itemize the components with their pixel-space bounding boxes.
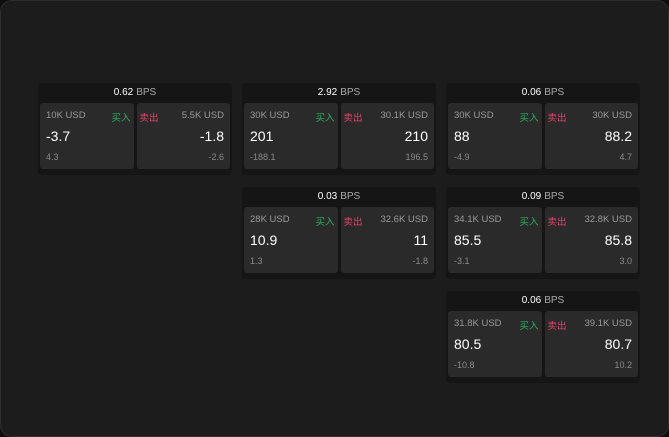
quote-card: 0.03 BPS 28K USD 买入 10.9 1.3 卖出 32.6K USD… (242, 187, 436, 279)
spread-value: 0.06 (521, 295, 542, 306)
buy-label: 买入 (519, 217, 539, 228)
buy-button[interactable]: 30K USD 买入 88 -4.9 (448, 103, 542, 169)
quote-card: 2.92 BPS 30K USD 买入 201 -188.1 卖出 30.1K U… (242, 83, 436, 175)
sell-change: 10.2 (614, 360, 632, 370)
sell-price: 11 (413, 232, 428, 248)
sell-button[interactable]: 卖出 39.1K USD 80.7 10.2 (544, 311, 638, 377)
buy-quantity: 28K USD (250, 214, 290, 225)
sell-change: -2.6 (208, 152, 224, 162)
buy-button[interactable]: 34.1K USD 买入 85.5 -3.1 (448, 207, 542, 273)
quote-card: 0.09 BPS 34.1K USD 买入 85.5 -3.1 卖出 32.8K … (446, 187, 640, 279)
spread-value: 0.06 (521, 87, 542, 98)
sell-quantity: 39.1K USD (584, 318, 632, 329)
sell-change: -1.8 (412, 256, 428, 266)
sell-price: 210 (404, 128, 428, 144)
spread-value: 0.09 (521, 191, 542, 202)
buy-label: 买入 (315, 113, 335, 124)
buy-label: 买入 (315, 217, 335, 228)
buy-change: -188.1 (250, 152, 276, 162)
spread-value: 2.92 (317, 87, 338, 98)
buy-quantity: 10K USD (46, 110, 86, 121)
sell-change: 196.5 (405, 152, 428, 162)
sell-label: 卖出 (547, 321, 567, 332)
spread-value: 0.62 (113, 87, 134, 98)
sell-button[interactable]: 卖出 30K USD 88.2 4.7 (544, 103, 638, 169)
sell-label: 卖出 (343, 113, 363, 124)
sell-button[interactable]: 卖出 32.8K USD 85.8 3.0 (544, 207, 638, 273)
buy-quantity: 30K USD (454, 110, 494, 121)
spread-unit: BPS (340, 191, 361, 202)
sell-price: 85.8 (604, 232, 632, 248)
buy-quantity: 34.1K USD (454, 214, 502, 225)
spread-unit: BPS (340, 87, 361, 98)
sell-quantity: 30.1K USD (380, 110, 428, 121)
sell-quantity: 32.6K USD (380, 214, 428, 225)
sell-label: 卖出 (139, 113, 159, 124)
buy-button[interactable]: 30K USD 买入 201 -188.1 (244, 103, 338, 169)
spread-unit: BPS (544, 87, 565, 98)
spread-header: 0.06 BPS (446, 291, 640, 311)
spread-header: 0.62 BPS (38, 83, 232, 103)
sell-button[interactable]: 卖出 5.5K USD -1.8 -2.6 (136, 103, 230, 169)
buy-quantity: 31.8K USD (454, 318, 502, 329)
sell-quantity: 32.8K USD (584, 214, 632, 225)
sell-quantity: 30K USD (592, 110, 632, 121)
sell-label: 卖出 (547, 217, 567, 228)
buy-price: 201 (250, 128, 274, 144)
sell-change: 4.7 (619, 152, 632, 162)
quote-card: 0.06 BPS 30K USD 买入 88 -4.9 卖出 30K USD 88… (446, 83, 640, 175)
buy-price: -3.7 (46, 128, 71, 144)
spread-header: 2.92 BPS (242, 83, 436, 103)
buy-label: 买入 (111, 113, 131, 124)
buy-price: 88 (454, 128, 470, 144)
sell-quantity: 5.5K USD (181, 110, 224, 121)
spread-unit: BPS (544, 191, 565, 202)
sell-price: -1.8 (199, 128, 224, 144)
buy-price: 85.5 (454, 232, 482, 248)
spread-unit: BPS (544, 295, 565, 306)
spread-value: 0.03 (317, 191, 338, 202)
buy-change: 1.3 (250, 256, 263, 266)
quote-card: 0.62 BPS 10K USD 买入 -3.7 4.3 卖出 5.5K USD … (38, 83, 232, 175)
buy-price: 10.9 (250, 232, 278, 248)
buy-quantity: 30K USD (250, 110, 290, 121)
sell-button[interactable]: 卖出 32.6K USD 11 -1.8 (340, 207, 434, 273)
buy-label: 买入 (519, 321, 539, 332)
quote-card: 0.06 BPS 31.8K USD 买入 80.5 -10.8 卖出 39.1K… (446, 291, 640, 383)
buy-button[interactable]: 28K USD 买入 10.9 1.3 (244, 207, 338, 273)
buy-button[interactable]: 31.8K USD 买入 80.5 -10.8 (448, 311, 542, 377)
sell-button[interactable]: 卖出 30.1K USD 210 196.5 (340, 103, 434, 169)
sell-price: 80.7 (604, 336, 632, 352)
sell-change: 3.0 (619, 256, 632, 266)
sell-label: 卖出 (343, 217, 363, 228)
buy-change: 4.3 (46, 152, 59, 162)
buy-button[interactable]: 10K USD 买入 -3.7 4.3 (40, 103, 134, 169)
spread-unit: BPS (136, 87, 157, 98)
spread-header: 0.03 BPS (242, 187, 436, 207)
buy-change: -4.9 (454, 152, 470, 162)
sell-label: 卖出 (547, 113, 567, 124)
buy-change: -10.8 (454, 360, 475, 370)
spread-header: 0.09 BPS (446, 187, 640, 207)
sell-price: 88.2 (604, 128, 632, 144)
buy-price: 80.5 (454, 336, 482, 352)
spread-header: 0.06 BPS (446, 83, 640, 103)
buy-label: 买入 (519, 113, 539, 124)
buy-change: -3.1 (454, 256, 470, 266)
